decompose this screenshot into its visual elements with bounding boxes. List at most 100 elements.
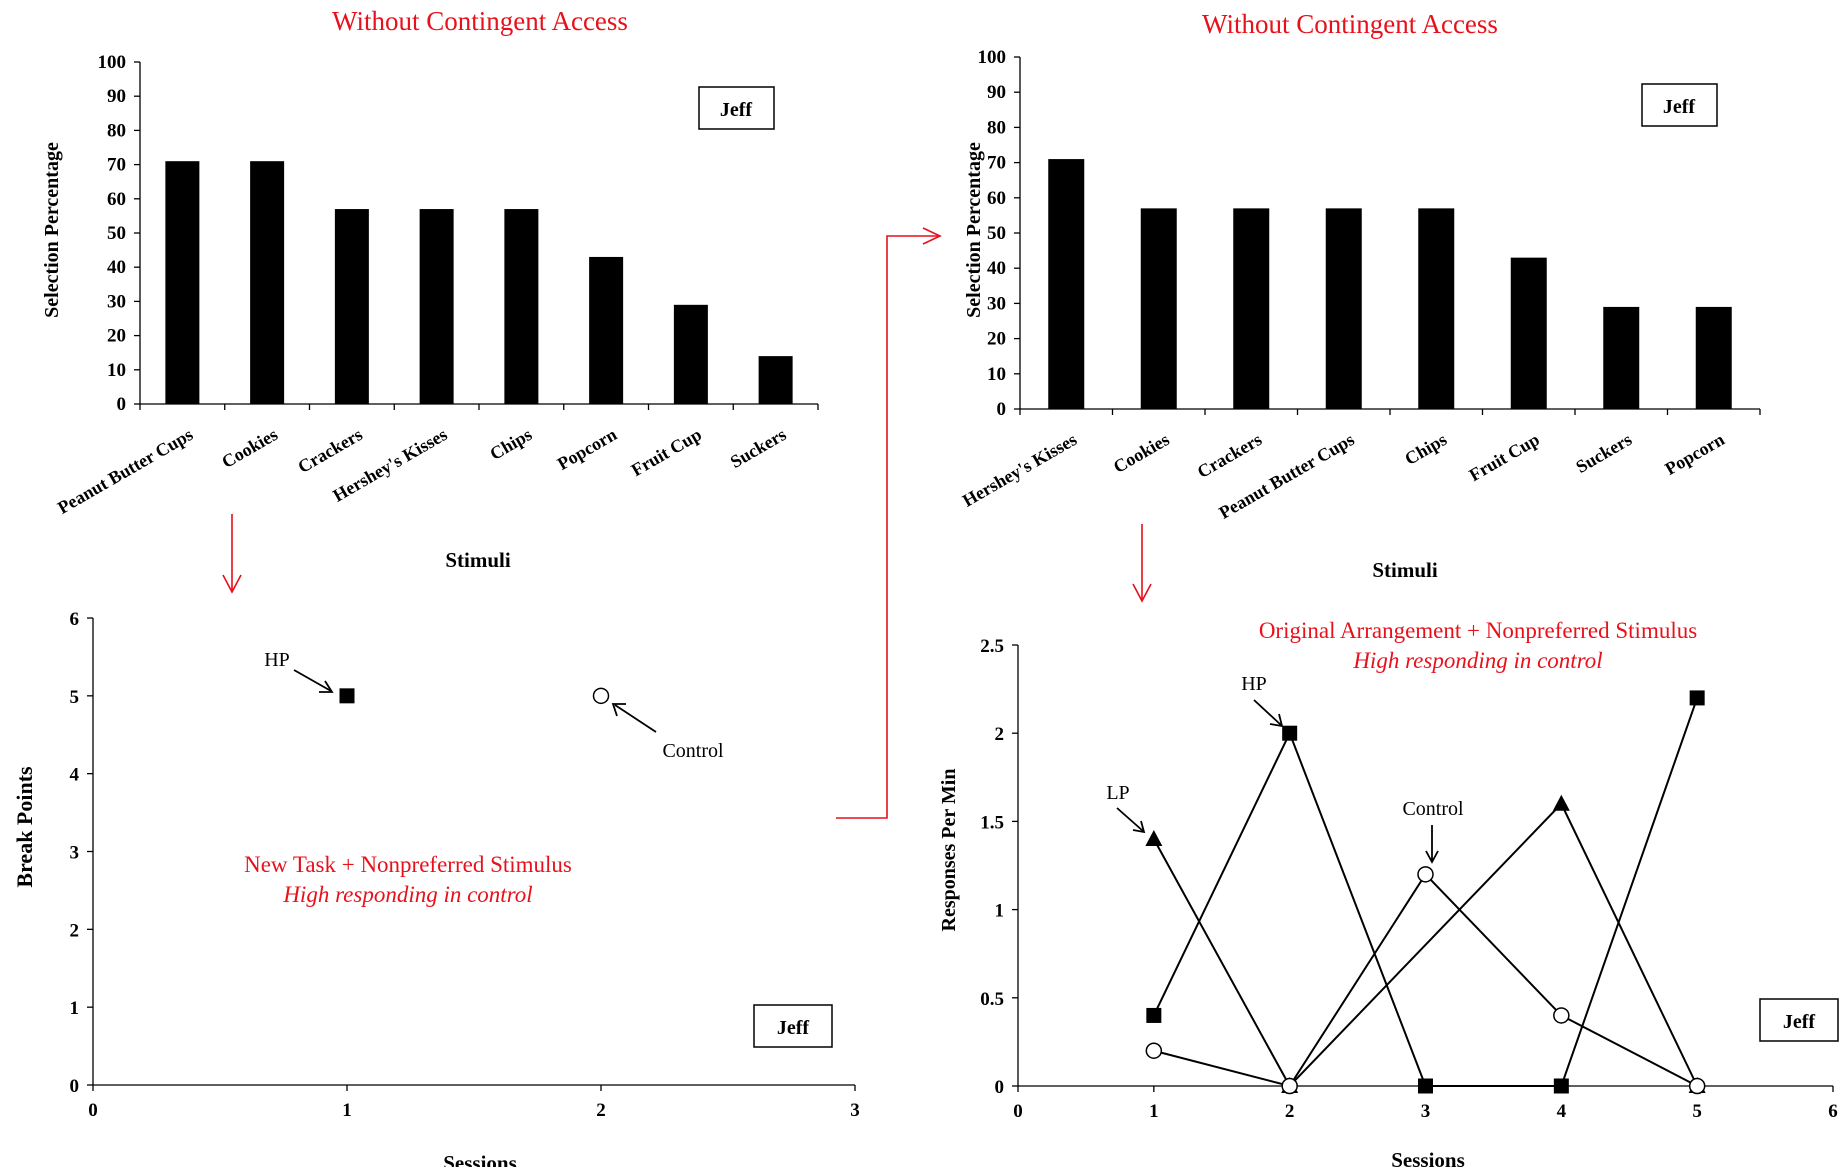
- tl-y-tick-label: 80: [107, 120, 126, 141]
- tr-y-tick-label: 60: [987, 188, 1006, 209]
- bl-point-hp: [339, 688, 355, 704]
- tl-x-tick-label: Suckers: [727, 424, 790, 472]
- br-series-line-control: [1153, 872, 1698, 1088]
- br-x-tick-label: 3: [1421, 1101, 1431, 1122]
- tl-bar: [758, 356, 793, 404]
- tr-x-tick-label: Suckers: [1572, 429, 1635, 477]
- bl-x-tick-label: 1: [342, 1100, 352, 1121]
- br-point-control: [1145, 1042, 1163, 1059]
- br-x-axis-title: Sessions: [1391, 1148, 1465, 1167]
- tl-x-tick-label: Chips: [486, 424, 535, 464]
- tr-y-tick-label: 50: [987, 223, 1006, 244]
- tl-y-tick-label: 90: [107, 86, 126, 107]
- red-arrow-elbow: [836, 227, 942, 819]
- br-point-control: [1688, 1077, 1706, 1095]
- bl-y-tick-label: 2: [70, 920, 80, 941]
- tr-bar: [1603, 306, 1640, 409]
- br-point-hp: [1553, 1078, 1569, 1094]
- br-x-tick-label: 1: [1149, 1101, 1159, 1122]
- br-label-lp: LP: [1106, 782, 1129, 804]
- br-control-arrow: [1425, 825, 1439, 864]
- br-point-hp: [1418, 1078, 1433, 1094]
- tr-legend-box: Jeff: [1641, 83, 1718, 127]
- br-x-tick-label: 5: [1692, 1101, 1702, 1122]
- bl-label-hp: HP: [264, 649, 290, 671]
- bl-x-axis-title: Sessions: [443, 1151, 517, 1167]
- tl-y-tick-label: 0: [117, 394, 127, 415]
- br-point-lp: [1145, 830, 1163, 847]
- tl-y-tick-label: 50: [107, 223, 126, 244]
- bl-label-control: Control: [662, 740, 724, 762]
- tr-x-tick-label: Popcorn: [1661, 429, 1727, 479]
- br-point-lp: [1552, 794, 1570, 811]
- tl-y-axis-title: Selection Percentage: [41, 142, 63, 318]
- tl-bar: [419, 209, 454, 404]
- bl-x-tick-label: 3: [850, 1100, 860, 1121]
- br-y-tick-label: 0.5: [980, 989, 1004, 1010]
- br-y-tick-label: 2: [995, 724, 1005, 745]
- tl-y-tick-label: 20: [107, 326, 126, 347]
- tr-y-tick-label: 30: [987, 293, 1006, 314]
- tl-chart-title: Without Contingent Access: [332, 6, 628, 36]
- bl-y-tick-label: 0: [70, 1076, 80, 1097]
- br-y-tick-label: 2.5: [980, 636, 1004, 657]
- tr-y-tick-label: 90: [987, 82, 1006, 103]
- tl-y-tick-label: 10: [107, 360, 126, 381]
- br-point-hp: [1689, 690, 1705, 706]
- bl-legend-label: Jeff: [777, 1017, 810, 1039]
- tr-chart-title: Without Contingent Access: [1202, 9, 1498, 39]
- bl-x-tick-label: 0: [88, 1100, 98, 1121]
- br-x-tick-label: 2: [1285, 1101, 1295, 1122]
- bl-y-tick-label: 4: [70, 765, 80, 786]
- br-legend-box: Jeff: [1759, 998, 1839, 1042]
- tl-bar: [504, 209, 539, 404]
- bl-y-tick-label: 6: [70, 609, 80, 630]
- br-y-tick-label: 1.5: [980, 812, 1004, 833]
- br-legend-label: Jeff: [1783, 1011, 1816, 1033]
- bl-x-tick-label: 2: [596, 1100, 606, 1121]
- tl-bar: [250, 161, 285, 404]
- tr-y-tick-label: 70: [987, 153, 1006, 174]
- br-point-control: [1281, 1077, 1298, 1095]
- tr-x-tick-label: Chips: [1401, 429, 1450, 469]
- br-series-line-lp: [1152, 802, 1699, 1088]
- tl-x-axis-title: Stimuli: [445, 548, 511, 572]
- tr-y-axis-title: Selection Percentage: [963, 142, 985, 318]
- bl-hp-arrow: [293, 669, 334, 693]
- bl-y-tick-label: 5: [70, 687, 80, 708]
- tr-y-tick-label: 40: [987, 258, 1006, 279]
- tl-y-tick-label: 100: [98, 52, 127, 73]
- tl-x-tick-label: Cookies: [218, 424, 281, 472]
- br-point-control: [1417, 866, 1434, 883]
- tr-bar: [1695, 306, 1732, 409]
- tr-bar: [1233, 208, 1270, 409]
- tr-x-tick-label: Fruit Cup: [1466, 429, 1543, 485]
- red-arrow-down-left: [222, 514, 242, 594]
- tr-bar: [1418, 208, 1455, 409]
- bl-y-tick-label: 3: [70, 843, 80, 864]
- tr-legend-label: Jeff: [1663, 96, 1696, 118]
- bl-control-arrow: [611, 703, 657, 733]
- tr-x-tick-label: Crackers: [1194, 429, 1265, 482]
- red-arrow-down-right: [1132, 524, 1152, 603]
- tl-x-tick-label: Crackers: [294, 424, 365, 477]
- br-label-control: Control: [1402, 798, 1464, 820]
- bl-annotation-line1: New Task + Nonpreferred Stimulus: [244, 852, 572, 877]
- br-x-tick-label: 6: [1828, 1101, 1838, 1122]
- tr-x-axis-title: Stimuli: [1372, 558, 1438, 582]
- tl-x-tick-label: Fruit Cup: [628, 424, 705, 480]
- tr-bar: [1048, 159, 1085, 409]
- tl-bar: [165, 161, 200, 404]
- tl-y-tick-label: 60: [107, 189, 126, 210]
- br-series-line-hp: [1152, 697, 1699, 1087]
- br-point-control: [1553, 1007, 1570, 1024]
- tl-legend-box: Jeff: [698, 86, 775, 130]
- tr-x-tick-label: Cookies: [1110, 429, 1173, 477]
- tl-bar: [673, 304, 708, 404]
- bl-y-tick-label: 1: [70, 998, 80, 1019]
- br-y-axis-title: Responses Per Min: [938, 769, 960, 932]
- tr-bar: [1140, 208, 1177, 409]
- br-annotation-line2: High responding in control: [1352, 648, 1602, 673]
- tl-y-tick-label: 30: [107, 291, 126, 312]
